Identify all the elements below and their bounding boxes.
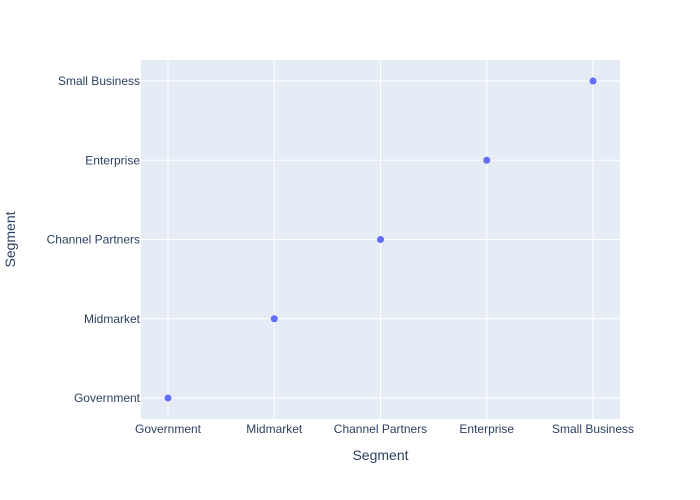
x-tick-label-government: Government <box>135 422 202 436</box>
y-axis-title: Segment <box>2 211 18 267</box>
x-axis-title: Segment <box>352 447 408 463</box>
x-tick-label-channel-partners: Channel Partners <box>334 422 427 436</box>
point-channel-partners[interactable] <box>377 236 384 243</box>
y-tick-label-small-business: Small Business <box>58 74 140 88</box>
point-enterprise[interactable] <box>483 156 491 164</box>
y-tick-label-midmarket: Midmarket <box>84 312 141 326</box>
y-gridlines <box>141 80 620 399</box>
y-tick-label-enterprise: Enterprise <box>85 153 140 167</box>
x-tick-label-midmarket: Midmarket <box>246 422 303 436</box>
point-government[interactable] <box>164 394 172 402</box>
point-small-business[interactable] <box>589 77 597 85</box>
y-tick-label-channel-partners: Channel Partners <box>47 233 140 247</box>
y-tick-labels: Government Midmarket Channel Partners Enter… <box>47 74 141 405</box>
data-points <box>164 77 597 402</box>
x-tick-labels: Government Midmarket Channel Partners Enter… <box>135 422 634 436</box>
y-tick-label-government: Government <box>74 391 141 405</box>
x-tick-label-small-business: Small Business <box>552 422 634 436</box>
x-tick-label-enterprise: Enterprise <box>459 422 514 436</box>
point-midmarket[interactable] <box>270 315 278 323</box>
